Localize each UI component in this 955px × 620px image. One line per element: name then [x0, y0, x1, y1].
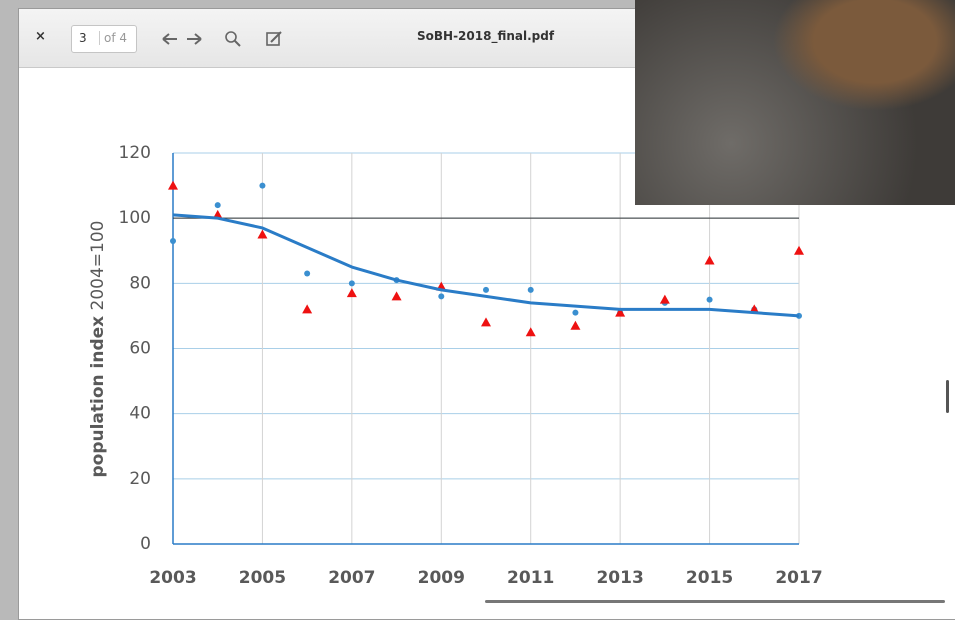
horizontal-scrollbar[interactable]: [485, 600, 945, 603]
y-tick-label: 0: [140, 534, 151, 554]
triangle-point: [570, 321, 580, 330]
dot-point: [707, 297, 713, 303]
triangle-point: [302, 304, 312, 313]
triangle-point: [705, 256, 715, 265]
x-tick-label: 2015: [686, 568, 733, 588]
y-tick-label: 100: [119, 208, 151, 228]
y-axis-label-main: population index: [88, 316, 108, 478]
x-tick-label: 2013: [596, 568, 643, 588]
x-tick-label: 2011: [507, 568, 554, 588]
dot-point: [259, 183, 265, 189]
dot-point: [483, 287, 489, 293]
y-tick-label: 60: [129, 339, 151, 359]
vertical-scrollbar[interactable]: [946, 380, 949, 413]
triangle-point: [168, 181, 178, 190]
y-tick-label: 20: [129, 469, 151, 489]
y-axis-label-base: 2004=100: [88, 220, 108, 310]
triangle-point: [660, 295, 670, 304]
dot-point: [304, 271, 310, 277]
triangle-point: [794, 246, 804, 255]
y-axis-label: population index 2004=100: [88, 220, 108, 477]
triangle-point: [392, 291, 402, 300]
dot-point: [215, 202, 221, 208]
x-tick-label: 2003: [149, 568, 196, 588]
x-tick-label: 2017: [775, 568, 822, 588]
y-tick-label: 80: [129, 273, 151, 293]
y-tick-label: 40: [129, 404, 151, 424]
dot-point: [170, 238, 176, 244]
triangle-point: [481, 317, 491, 326]
dot-point: [528, 287, 534, 293]
trend-line: [173, 215, 799, 316]
y-tick-label: 120: [119, 143, 151, 163]
dot-point: [572, 310, 578, 316]
dot-point: [438, 293, 444, 299]
hedgehog-photo: [635, 0, 955, 205]
triangle-point: [526, 327, 536, 336]
triangle-point: [347, 288, 357, 297]
dot-point: [349, 280, 355, 286]
x-tick-label: 2009: [418, 568, 465, 588]
x-tick-label: 2005: [239, 568, 286, 588]
x-tick-label: 2007: [328, 568, 375, 588]
